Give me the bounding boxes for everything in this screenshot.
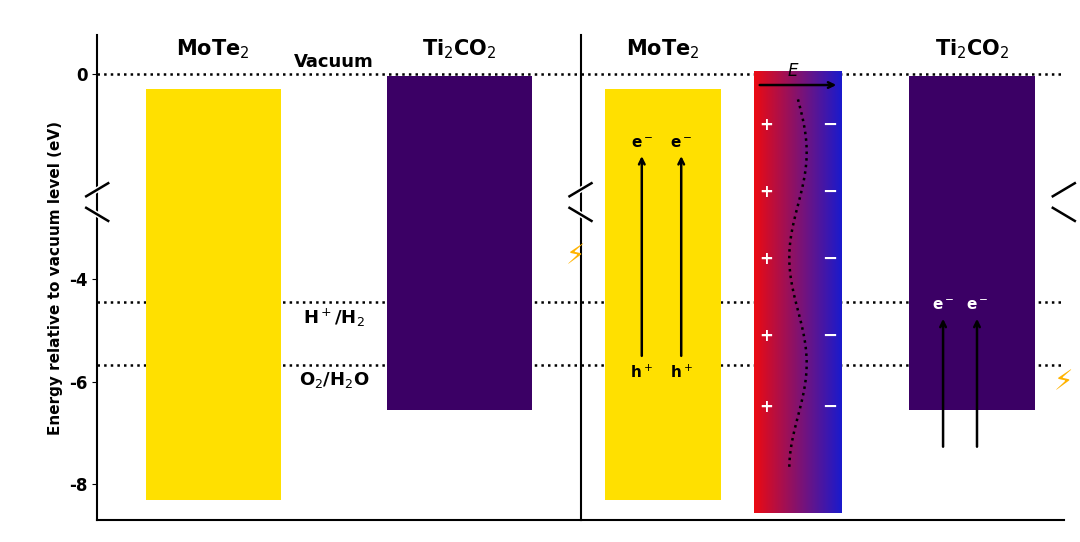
Text: −: − xyxy=(822,326,837,345)
Text: h$^+$: h$^+$ xyxy=(966,455,988,472)
Text: −: − xyxy=(822,249,837,268)
Text: Ti$_2$CO$_2$: Ti$_2$CO$_2$ xyxy=(422,38,497,61)
Bar xyxy=(909,76,1035,410)
Text: MoTe$_2$: MoTe$_2$ xyxy=(626,38,700,61)
Text: MoTe$_2$: MoTe$_2$ xyxy=(176,38,249,61)
Text: +: + xyxy=(759,183,773,201)
Text: e$^-$: e$^-$ xyxy=(670,136,692,151)
Text: e$^-$: e$^-$ xyxy=(966,299,988,313)
Text: +: + xyxy=(759,398,773,416)
Text: $\mathit{E}$: $\mathit{E}$ xyxy=(787,62,799,80)
Text: H$^+$/H$_2$: H$^+$/H$_2$ xyxy=(303,307,365,329)
Text: e$^-$: e$^-$ xyxy=(631,136,653,151)
Text: −: − xyxy=(822,183,837,201)
Text: ⚡: ⚡ xyxy=(1054,369,1074,397)
Text: +: + xyxy=(759,116,773,134)
Bar xyxy=(388,76,532,410)
Text: e$^-$: e$^-$ xyxy=(932,299,955,313)
Text: −: − xyxy=(822,116,837,134)
Text: h$^+$: h$^+$ xyxy=(932,455,955,472)
Text: h$^+$: h$^+$ xyxy=(670,364,692,381)
Bar xyxy=(605,89,720,500)
Text: h$^+$: h$^+$ xyxy=(631,364,653,381)
Bar xyxy=(146,89,281,500)
Text: −: − xyxy=(822,398,837,416)
Text: O$_2$/H$_2$O: O$_2$/H$_2$O xyxy=(299,370,369,390)
Text: +: + xyxy=(759,326,773,345)
Y-axis label: Energy relative to vacuum level (eV): Energy relative to vacuum level (eV) xyxy=(49,121,64,435)
Text: Vacuum: Vacuum xyxy=(294,53,374,70)
Text: +: + xyxy=(759,249,773,268)
Text: Ti$_2$CO$_2$: Ti$_2$CO$_2$ xyxy=(934,38,1010,61)
Text: ⚡: ⚡ xyxy=(566,242,585,270)
